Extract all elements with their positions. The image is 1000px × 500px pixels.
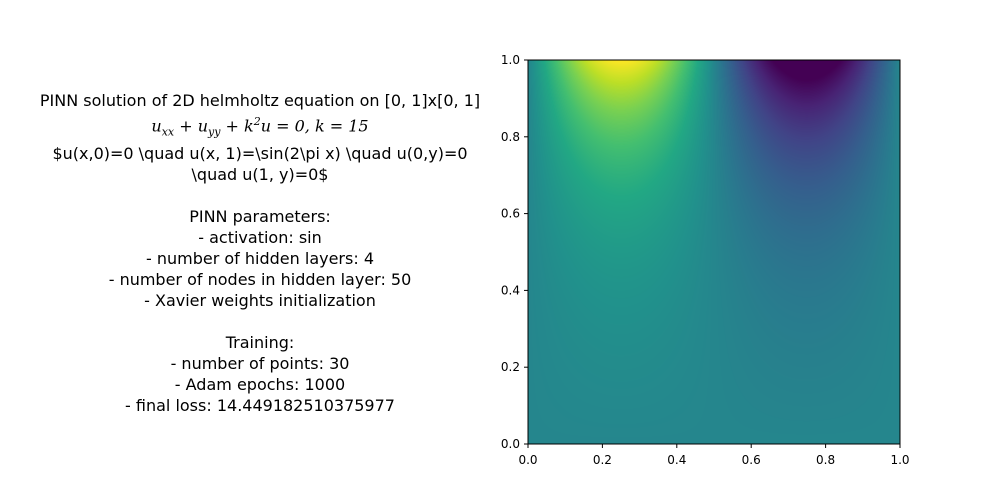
pinn-param: - number of nodes in hidden layer: 50: [108, 269, 412, 289]
y-axis-ticks: 0.0 0.2 0.4 0.6 0.8 1.0: [501, 53, 528, 451]
boundary-line-2: \quad u(1, y)=0$: [191, 164, 329, 184]
x-tick-label: 1.0: [890, 453, 909, 467]
pinn-header: PINN parameters:: [189, 206, 331, 226]
x-tick-label: 0.4: [667, 453, 686, 467]
y-tick-label: 1.0: [501, 53, 520, 67]
y-tick-label: 0.6: [501, 207, 520, 221]
pinn-param: - activation: sin: [198, 227, 322, 247]
y-tick-label: 0.2: [501, 360, 520, 374]
training-param: - Adam epochs: 1000: [174, 374, 346, 394]
y-tick-label: 0.8: [501, 130, 520, 144]
boundary-line-1: $u(x,0)=0 \quad u(x, 1)=\sin(2\pi x) \qu…: [52, 143, 468, 163]
y-tick-label: 0.0: [501, 437, 520, 451]
equation-line: uxx + uyy + k2u = 0, k = 15: [151, 115, 369, 139]
x-tick-label: 0.0: [518, 453, 537, 467]
pinn-param: - number of hidden layers: 4: [146, 248, 374, 268]
plot-frame: [527, 59, 901, 445]
heatmap-image: [528, 60, 900, 444]
x-axis-ticks: 0.0 0.2 0.4 0.6 0.8 1.0: [518, 444, 910, 467]
x-tick-label: 0.2: [593, 453, 612, 467]
x-tick-label: 0.6: [742, 453, 761, 467]
training-param: - final loss: 14.449182510375977: [125, 395, 395, 415]
y-tick-label: 0.4: [501, 283, 520, 297]
title-line: PINN solution of 2D helmholtz equation o…: [39, 91, 481, 110]
training-param: - number of points: 30: [170, 353, 350, 373]
description-text: PINN solution of 2D helmholtz equation o…: [10, 90, 510, 416]
training-header: Training:: [225, 332, 295, 352]
pinn-param: - Xavier weights initialization: [144, 290, 376, 310]
x-tick-label: 0.8: [816, 453, 835, 467]
